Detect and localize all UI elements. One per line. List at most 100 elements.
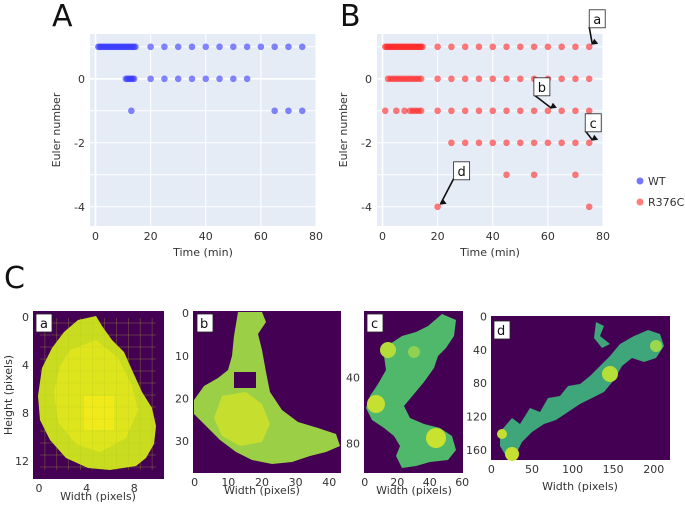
scatter-a-point [132, 43, 139, 51]
heatmap-d-blob-1 [602, 366, 618, 382]
heatmap-b-tag-box [196, 313, 214, 333]
heatmap-c-blob-1 [380, 342, 396, 358]
scatter-b-annotation-label: b [538, 81, 546, 96]
heatmap-a-ytick-label: 0 [22, 311, 29, 324]
scatter-b-point [503, 171, 510, 179]
scatter-b-point [558, 107, 565, 115]
heatmap-b-hole [234, 372, 256, 388]
scatter-b-point [572, 107, 579, 115]
heatmap-a-pixel-grid [40, 318, 156, 470]
heatmap-a-xlabel: Width (pixels) [60, 490, 136, 503]
heatmap-c-xtick-label: 0 [361, 476, 368, 489]
scatter-b-point [489, 107, 497, 115]
scatter-b-point [517, 43, 524, 51]
scatter-b-point [517, 139, 524, 147]
scatter-b-point [448, 107, 455, 115]
scatter-b-ytick-label: -2 [361, 137, 372, 150]
scatter-panel-a: 0 20 40 60 80 0 -2 -4 Time (min) Euler number [50, 34, 323, 259]
scatter-a-point [271, 107, 278, 115]
scatter-b-point [475, 75, 483, 83]
scatter-a-point [188, 75, 196, 83]
heatmap-a-ticks: 0 4 8 0 4 8 12 [15, 311, 138, 495]
scatter-a-point [216, 43, 223, 51]
scatter-b-xtick-label: 0 [379, 230, 386, 243]
heatmap-d-xtick-label: 200 [643, 463, 664, 476]
heatmap-d-ytick-label: 0 [480, 310, 487, 323]
heatmap-d-tag: d [497, 324, 505, 339]
scatter-b-point [558, 43, 565, 51]
scatter-b-xlabel: Time (min) [459, 246, 520, 259]
heatmap-b-ytick-label: 20 [175, 392, 189, 405]
scatter-b-point [434, 107, 441, 115]
scatter-b-point [585, 107, 593, 115]
heatmap-panel-b: b 0 10 20 30 40 0 10 20 30 Width (pixels) [175, 307, 341, 497]
heatmap-d-blob-2 [650, 340, 662, 352]
panel-label-a: A [52, 0, 73, 34]
heatmap-c-tag-box [366, 313, 384, 333]
scatter-b-point [544, 107, 552, 115]
heatmap-panel-d: d 0 50 100 150 200 0 40 80 120 160 Width (pixels) [466, 310, 670, 493]
heatmap-d-branch [594, 322, 610, 348]
scatter-b-point [448, 139, 455, 147]
heatmap-c-xlabel: Width (pixels) [376, 484, 452, 497]
scatter-a-point [298, 43, 306, 51]
heatmap-c-ytick-label: 40 [346, 372, 360, 385]
heatmap-d-ytick-label: 120 [466, 411, 487, 424]
scatter-b-point [401, 107, 408, 115]
scatter-b-point [392, 107, 400, 115]
heatmap-c-xtick-label: 60 [455, 476, 469, 489]
scatter-a-ylabel: Euler number [50, 92, 63, 167]
heatmap-d-object [500, 330, 664, 456]
scatter-b-point [489, 43, 497, 51]
heatmap-c-xtick-label: 20 [390, 476, 404, 489]
scatter-a-point [285, 107, 292, 115]
scatter-a-ytick-label: 0 [78, 73, 85, 86]
scatter-b-point [503, 139, 510, 147]
heatmap-d-ytick-label: 40 [473, 344, 487, 357]
scatter-b-point [434, 43, 441, 51]
scatter-b-point [585, 139, 593, 147]
scatter-b-point [585, 43, 593, 51]
scatter-b-point [572, 171, 579, 179]
legend-label-wt: WT [648, 175, 666, 188]
heatmap-a-ytick-label: 12 [15, 455, 29, 468]
heatmap-b-ytick-label: 30 [175, 435, 189, 448]
heatmap-d-ytick-label: 160 [466, 444, 487, 457]
scatter-a-xlabel: Time (min) [172, 246, 233, 259]
heatmap-b-xtick-label: 0 [191, 476, 198, 489]
scatter-a-point [243, 43, 251, 51]
heatmap-c-ticks: 0 20 40 60 40 80 [346, 372, 469, 489]
scatter-a-point [271, 43, 278, 51]
legend-marker-wt [636, 177, 644, 185]
scatter-b-point [417, 107, 425, 115]
scatter-b-point [517, 107, 524, 115]
legend: WT R376C [636, 175, 685, 209]
scatter-a-xtick-label: 0 [92, 230, 99, 243]
scatter-b-plot-area [377, 34, 603, 226]
scatter-b-annotation-arrowhead [591, 38, 599, 45]
scatter-b-point [461, 75, 469, 83]
scatter-a-point [174, 43, 182, 51]
scatter-a-xtick-label: 80 [309, 230, 323, 243]
scatter-a-xtick-label: 60 [254, 230, 268, 243]
heatmap-a-ytick-label: 4 [22, 359, 29, 372]
scatter-a-point [147, 75, 154, 83]
scatter-panel-b: 0 20 40 60 80 0 -2 -4 Time (min) Euler number a b c d [337, 9, 610, 259]
scatter-b-annotation-arrow [533, 94, 552, 109]
scatter-a-point [161, 43, 168, 51]
scatter-b-annotation-box [453, 161, 471, 181]
heatmap-c-ytick-label: 80 [346, 437, 360, 450]
scatter-b-point [475, 107, 483, 115]
scatter-b-xtick-label: 40 [486, 230, 500, 243]
scatter-b-point [475, 43, 483, 51]
heatmap-a-xtick-label: 4 [83, 482, 90, 495]
heatmap-a-ytick-label: 8 [22, 407, 29, 420]
scatter-b-annotation-box [533, 77, 551, 97]
heatmap-panel-a: a 0 4 8 0 4 8 12 Width (pixels) Height (pixels… [2, 311, 164, 503]
heatmap-d-xtick-label: 0 [488, 463, 495, 476]
scatter-b-annotation-label: a [593, 13, 601, 28]
scatter-b-xtick-label: 20 [431, 230, 445, 243]
scatter-b-point [381, 107, 389, 115]
scatter-b-annotation-arrow [584, 130, 593, 141]
scatter-a-point [202, 75, 210, 83]
